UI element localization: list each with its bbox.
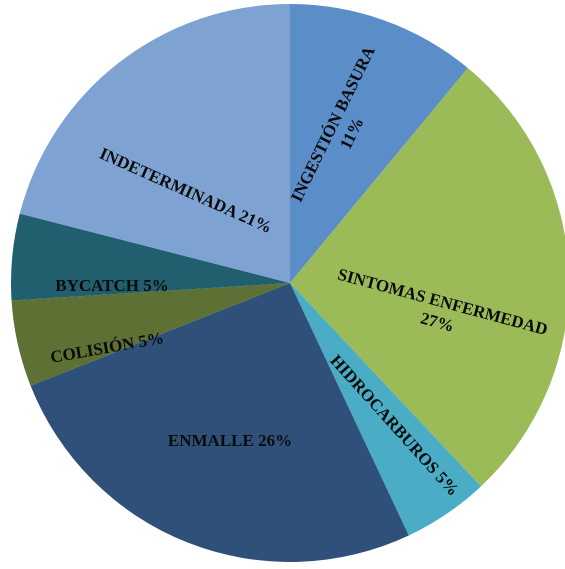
pie-slices <box>11 4 565 563</box>
label-enmalle: ENMALLE 26% <box>168 431 292 450</box>
pie-slice-colision <box>11 283 291 386</box>
label-enmalle-text: ENMALLE 26% <box>168 431 292 450</box>
label-bycatch-value: 5% <box>143 276 169 295</box>
pie-slice-ingestion-basura <box>290 4 468 283</box>
label-bycatch: BYCATCH 5% <box>55 276 169 295</box>
pie-slice-bycatch <box>11 213 291 301</box>
label-enmalle-name: ENMALLE <box>168 431 254 450</box>
label-enmalle-value: 26% <box>258 431 292 450</box>
label-colision-value: 5% <box>137 328 165 351</box>
label-bycatch-name: BYCATCH <box>55 276 139 295</box>
label-bycatch-text: BYCATCH 5% <box>55 276 169 295</box>
pie-slice-indeterminada <box>19 4 291 283</box>
pie-slice-sintomas-enfermedad <box>290 68 565 487</box>
pie-slice-hidrocarburos <box>290 283 481 536</box>
pie-slice-enmalle <box>30 283 409 563</box>
